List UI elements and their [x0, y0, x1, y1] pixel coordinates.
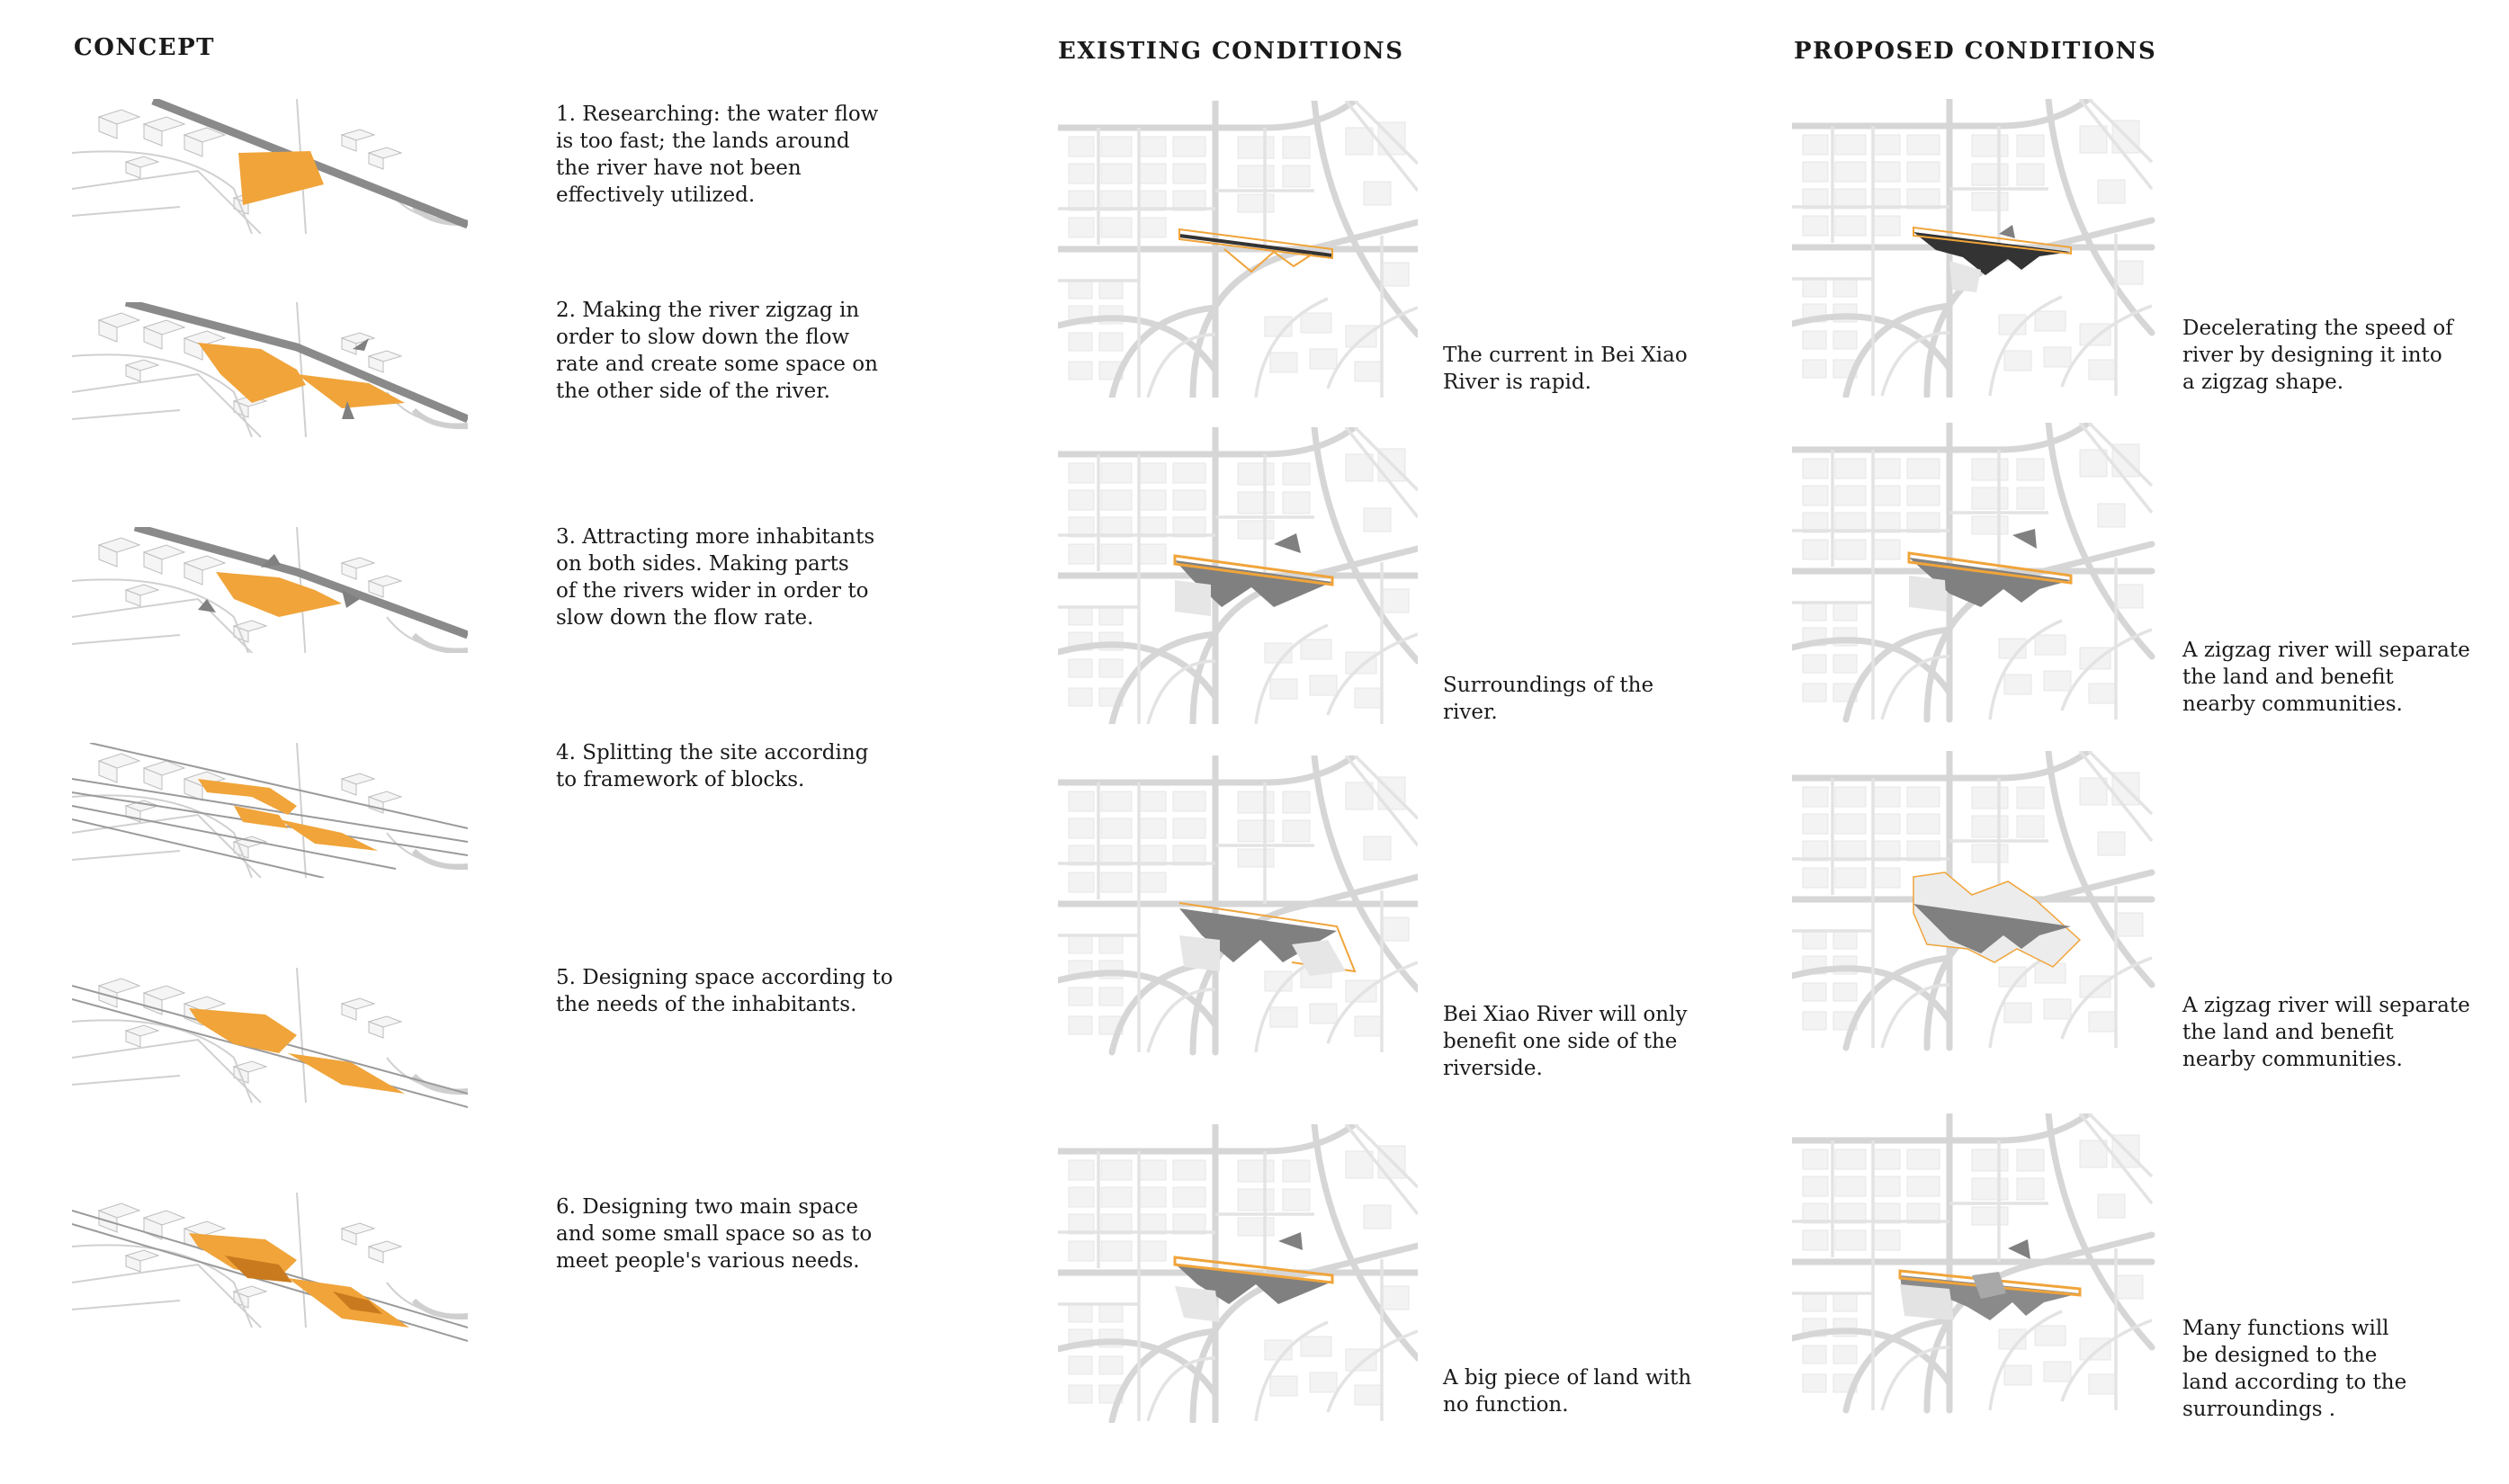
existing-caption-1: The current in Bei Xiao River is rapid. — [1443, 344, 1688, 394]
proposed-conditions-title: PROPOSED CONDITIONS — [1794, 38, 2157, 65]
proposed-caption-2: A zigzag river will separate the land an… — [2182, 639, 2470, 716]
concept-diagram-2 — [72, 302, 468, 446]
concept-step-5-text: 5. Designing space according to the need… — [556, 966, 893, 1016]
proposed-map-4 — [1792, 1113, 2161, 1423]
existing-map-4 — [1058, 1124, 1418, 1423]
concept-step-1-text: 1. Researching: the water flow is too fa… — [556, 103, 879, 207]
concept-step-4-text: 4. Splitting the site according to frame… — [556, 741, 869, 791]
existing-caption-3: Bei Xiao River will only benefit one sid… — [1443, 1003, 1688, 1080]
concept-step-3-text: 3. Attracting more inhabitants on both s… — [556, 525, 875, 630]
concept-diagram-4 — [72, 743, 468, 878]
existing-conditions-title: EXISTING CONDITIONS — [1058, 38, 1404, 65]
proposed-caption-1: Decelerating the speed of river by desig… — [2182, 317, 2453, 394]
concept-title: CONCEPT — [74, 34, 216, 61]
concept-diagram-3 — [72, 527, 468, 653]
concept-step-6-text: 6. Designing two main space and some sma… — [556, 1195, 873, 1273]
proposed-map-2 — [1792, 423, 2161, 724]
existing-caption-2: Surroundings of the river. — [1443, 674, 1654, 724]
proposed-map-3 — [1792, 751, 2161, 1082]
existing-map-2 — [1058, 427, 1418, 724]
concept-diagram-1 — [72, 99, 468, 234]
proposed-caption-4: Many functions will be designed to the l… — [2182, 1317, 2407, 1421]
concept-step-2-text: 2. Making the river zigzag in order to s… — [556, 299, 878, 403]
concept-diagram-5 — [72, 968, 468, 1112]
concept-diagram-6 — [72, 1193, 468, 1345]
proposed-map-1 — [1792, 99, 2161, 398]
existing-caption-4: A big piece of land with no function. — [1443, 1366, 1692, 1417]
existing-map-3 — [1058, 755, 1418, 1081]
existing-map-1 — [1058, 101, 1418, 398]
proposed-caption-3: A zigzag river will separate the land an… — [2182, 994, 2470, 1071]
